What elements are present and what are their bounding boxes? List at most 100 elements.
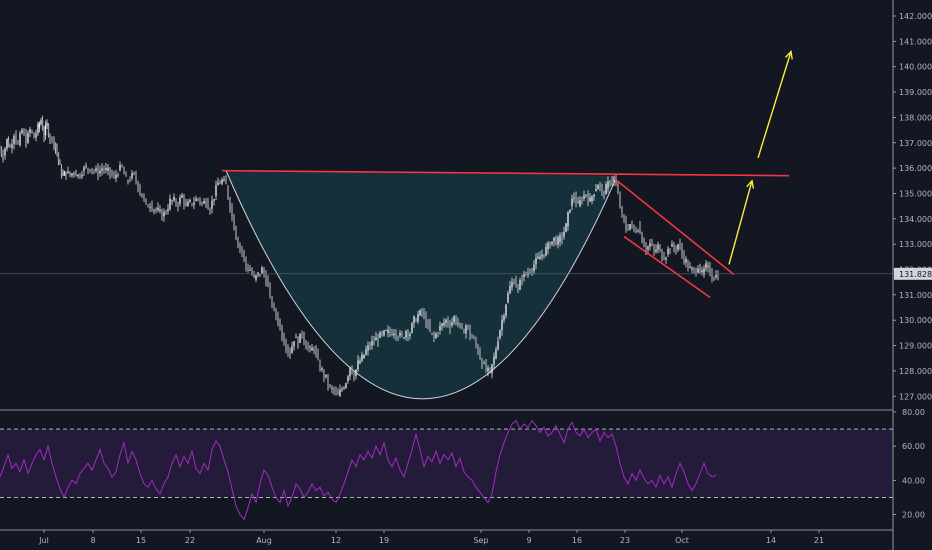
candle-body bbox=[161, 209, 163, 220]
candle-body bbox=[653, 245, 655, 251]
candle-body bbox=[219, 183, 221, 185]
candle-body bbox=[301, 333, 303, 336]
candle-body bbox=[545, 246, 547, 256]
candle-body bbox=[329, 385, 331, 387]
candle-body bbox=[693, 268, 695, 270]
candle-body bbox=[613, 177, 615, 182]
candle-body bbox=[319, 363, 321, 370]
candle-body bbox=[707, 265, 709, 267]
rsi-line[interactable] bbox=[0, 419, 717, 521]
candle-body bbox=[173, 196, 175, 201]
candle-body bbox=[705, 263, 707, 269]
candle-body bbox=[387, 329, 389, 333]
candle-body bbox=[195, 198, 197, 202]
candle-body bbox=[441, 323, 443, 326]
target-arrow-2-head[interactable] bbox=[785, 49, 793, 60]
candle-body bbox=[167, 209, 169, 212]
candle-body bbox=[343, 387, 345, 389]
candle-body bbox=[147, 206, 149, 208]
candle-body bbox=[321, 368, 323, 370]
target-arrow-1-shaft[interactable] bbox=[728, 180, 753, 265]
candle-body bbox=[155, 208, 157, 210]
x-tick-label: 21 bbox=[814, 536, 824, 545]
candle-body bbox=[191, 203, 193, 205]
candle-body bbox=[679, 244, 681, 247]
candle-body bbox=[229, 198, 231, 211]
candle-body bbox=[85, 166, 87, 168]
x-tick-label: 12 bbox=[331, 536, 341, 545]
candle-body bbox=[253, 274, 255, 278]
candle-body bbox=[633, 224, 635, 231]
candle-body bbox=[271, 297, 273, 307]
candle-body bbox=[699, 264, 701, 272]
candle-body bbox=[273, 306, 275, 307]
candle-body bbox=[711, 272, 713, 279]
candle-body bbox=[317, 353, 319, 360]
channel-lower-line[interactable] bbox=[623, 235, 711, 299]
candle-body bbox=[607, 181, 609, 189]
candle-body bbox=[405, 331, 407, 338]
candle-body bbox=[631, 223, 633, 225]
candle-body bbox=[46, 122, 48, 126]
candle-body bbox=[345, 383, 347, 388]
candle-body bbox=[689, 267, 691, 268]
target-arrow-2-shaft[interactable] bbox=[757, 51, 792, 159]
candle-body bbox=[201, 202, 203, 204]
candle-body bbox=[591, 196, 593, 202]
candle-body bbox=[91, 168, 93, 172]
candle-body bbox=[15, 132, 17, 142]
candle-body bbox=[49, 135, 51, 141]
candle-body bbox=[563, 232, 565, 237]
candle-body bbox=[89, 169, 91, 172]
candle-body bbox=[281, 327, 283, 340]
candle-body bbox=[311, 347, 313, 351]
rsi-panel[interactable] bbox=[0, 410, 893, 530]
candle-body bbox=[635, 231, 637, 233]
candle-body bbox=[697, 268, 699, 273]
candle-body bbox=[31, 130, 33, 133]
x-tick-label: 8 bbox=[90, 536, 95, 545]
candle-body bbox=[667, 249, 669, 255]
candle-body bbox=[549, 242, 551, 248]
candle-body bbox=[67, 171, 69, 174]
candle-body bbox=[279, 320, 281, 328]
candle-body bbox=[295, 337, 297, 339]
candle-body bbox=[215, 185, 217, 196]
candle-body bbox=[709, 265, 711, 275]
candle-body bbox=[487, 367, 489, 371]
candle-body bbox=[207, 201, 209, 210]
candle-body bbox=[373, 340, 375, 342]
x-tick-label: Aug bbox=[256, 536, 272, 545]
candle-body bbox=[105, 168, 107, 171]
candle-body bbox=[261, 267, 263, 274]
candle-body bbox=[233, 215, 235, 231]
candle-body bbox=[247, 266, 249, 271]
candle-body bbox=[499, 330, 501, 338]
candle-body bbox=[213, 198, 215, 201]
candle-body bbox=[439, 325, 441, 331]
candle-body bbox=[363, 354, 365, 359]
candle-body bbox=[573, 197, 575, 199]
resistance-line[interactable] bbox=[221, 169, 790, 177]
candle-body bbox=[425, 315, 427, 327]
candle-body bbox=[44, 125, 47, 136]
candle-body bbox=[383, 330, 385, 336]
target-arrow-1-head[interactable] bbox=[746, 179, 755, 189]
drawing-overlay[interactable] bbox=[0, 49, 893, 299]
candle-body bbox=[17, 141, 19, 144]
candle-body bbox=[417, 314, 419, 322]
candle-body bbox=[21, 129, 23, 134]
candle-body bbox=[515, 279, 517, 287]
channel-upper-line[interactable] bbox=[613, 177, 735, 276]
candle-body bbox=[601, 186, 603, 191]
candle-body bbox=[269, 286, 271, 294]
candle-body bbox=[137, 181, 139, 190]
candle-body bbox=[193, 202, 195, 205]
candle-body bbox=[457, 323, 459, 324]
candle-body bbox=[97, 168, 99, 177]
candle-body bbox=[187, 201, 189, 207]
candle-body bbox=[593, 194, 595, 197]
candle-body bbox=[165, 211, 167, 214]
